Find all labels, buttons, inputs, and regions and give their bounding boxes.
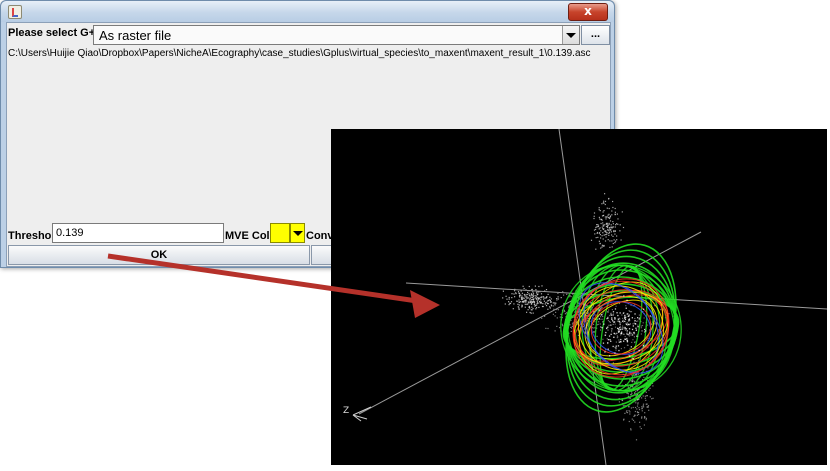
chevron-down-icon[interactable] — [562, 26, 579, 44]
3d-scene: Z — [343, 129, 827, 465]
threshold-input[interactable]: 0.139 — [52, 223, 224, 243]
threshold-label: Threshold — [8, 230, 62, 242]
axis-gizmo: Z — [343, 406, 372, 422]
niche-dialog-window: x Please select G+(s) As raster file ...… — [0, 0, 615, 268]
java-app-icon — [8, 5, 22, 19]
close-button[interactable]: x — [568, 3, 608, 21]
axis-line-horizontal — [405, 282, 827, 310]
selected-file-path: C:\Users\Huijie Qiao\Dropbox\Papers\Nich… — [8, 48, 591, 59]
axis-gizmo-label: Z — [343, 406, 349, 416]
axis-line-diagonal — [358, 231, 702, 415]
g-plus-source-dropdown[interactable]: As raster file — [93, 25, 580, 45]
g-plus-select-label: Please select G+(s) — [8, 27, 109, 39]
mve-color-dropdown-icon[interactable] — [290, 223, 305, 243]
mve-color-swatch[interactable] — [270, 223, 290, 243]
mve-ellipsoid — [560, 243, 682, 413]
browse-button[interactable]: ... — [581, 25, 610, 45]
title-bar[interactable]: x — [1, 1, 614, 22]
dropdown-selected-value: As raster file — [99, 28, 172, 43]
mve-color-label: MVE Color — [225, 230, 281, 242]
